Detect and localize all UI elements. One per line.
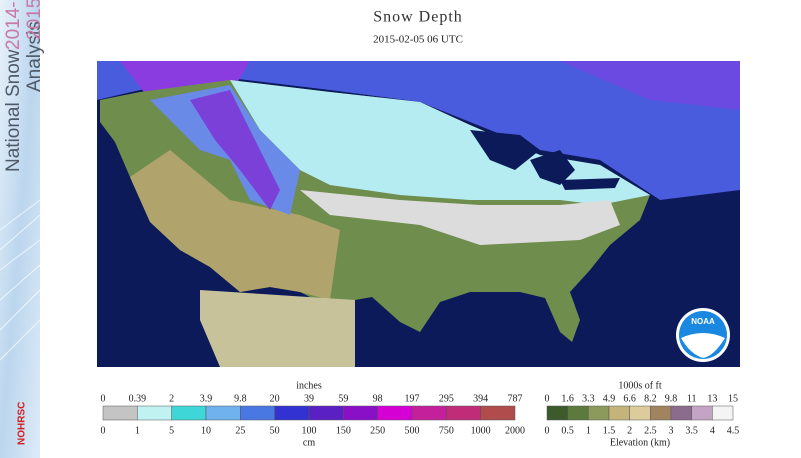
legend-label: 50	[270, 425, 280, 436]
legend-swatch	[377, 405, 413, 421]
legend-label: 0	[545, 425, 550, 436]
sidebar-year: 2015	[24, 0, 45, 40]
snow-cover-light	[300, 190, 620, 245]
legend-unit: Elevation (km)	[610, 437, 670, 448]
legend-label: 5	[169, 425, 174, 436]
legend-label: 1.5	[603, 425, 616, 436]
legend-label: 295	[439, 393, 454, 404]
legend-unit: cm	[303, 437, 315, 448]
legend-label: 3.3	[582, 393, 595, 404]
legend-label: 13	[707, 393, 717, 404]
legend-swatch	[670, 405, 692, 421]
legend-label: 750	[439, 425, 454, 436]
legend-label: 10	[201, 425, 211, 436]
legend-label: 98	[373, 393, 383, 404]
legend-label: 500	[405, 425, 420, 436]
sidebar-texture	[0, 199, 41, 361]
legend-label: 2	[169, 393, 174, 404]
legend-label: 394	[473, 393, 488, 404]
legend-label: 0	[545, 393, 550, 404]
sidebar-title: Analysis	[24, 21, 45, 92]
legend-swatch	[102, 405, 138, 421]
legend-label: 15	[728, 393, 738, 404]
legend-swatch	[137, 405, 172, 421]
badge: NOHRSC	[17, 402, 28, 445]
legend-label: 1.6	[561, 393, 574, 404]
legend-label: 1000	[471, 425, 491, 436]
legend-label: 0.39	[129, 393, 147, 404]
legend-label: 39	[304, 393, 314, 404]
legend-swatch	[205, 405, 241, 421]
legend-label: 6.6	[623, 393, 636, 404]
legend-label: 9.8	[665, 393, 678, 404]
snow-deep	[190, 90, 280, 210]
legend-label: 197	[405, 393, 420, 404]
timestamp: 2015-02-05 06 UTC	[373, 34, 463, 46]
legend-label: 9.8	[234, 393, 247, 404]
legend-swatch	[588, 405, 610, 421]
legend-swatch	[343, 405, 378, 421]
legend-unit: 1000s of ft	[618, 380, 662, 391]
legend-swatch	[691, 405, 713, 421]
legend-label: 3.5	[685, 425, 698, 436]
legend-label: 1	[586, 425, 591, 436]
title: Snow Depth	[373, 9, 463, 26]
lake	[560, 178, 620, 190]
legend-label: 3.9	[200, 393, 213, 404]
legend-label: 2.5	[644, 425, 657, 436]
legend-swatch	[629, 405, 651, 421]
legend-swatch	[480, 405, 516, 421]
legend-label: 3	[669, 425, 674, 436]
legend-label: 100	[302, 425, 317, 436]
legend-label: 59	[338, 393, 348, 404]
legend-label: 250	[370, 425, 385, 436]
sidebar-title: National Snow	[3, 49, 24, 172]
legend-label: 20	[270, 393, 280, 404]
lake	[470, 130, 540, 170]
legend-swatch	[546, 405, 568, 421]
legend-label: 4.9	[603, 393, 616, 404]
lake	[530, 150, 575, 185]
legend-label: 2	[627, 425, 632, 436]
legend-swatch	[608, 405, 630, 421]
map: NOAA	[97, 61, 740, 367]
legend-label: 11	[687, 393, 697, 404]
mexico	[200, 290, 355, 367]
legend-label: 8.2	[644, 393, 657, 404]
legend-label: 0.5	[561, 425, 574, 436]
canada	[97, 61, 740, 200]
legend-unit: inches	[296, 380, 322, 391]
legend-label: 0	[101, 425, 106, 436]
legend-label: 4.5	[727, 425, 740, 436]
legend-label: 0	[101, 393, 106, 404]
legend-label: 2000	[505, 425, 525, 436]
sidebar-year: 2014-	[3, 1, 24, 50]
legend-label: 787	[508, 393, 523, 404]
legend-label: 4	[710, 425, 715, 436]
canada-snow	[560, 61, 740, 110]
legend-swatch	[171, 405, 207, 421]
legend-swatch	[567, 405, 589, 421]
logo-text: NOAA	[691, 317, 715, 326]
legend-label: 25	[235, 425, 245, 436]
logo-gull	[681, 333, 725, 358]
legend-swatch	[446, 405, 481, 421]
legend-swatch	[274, 405, 310, 421]
legend-swatch	[712, 405, 734, 421]
highlands	[130, 150, 340, 300]
legend-swatch	[411, 405, 447, 421]
legend-swatch	[650, 405, 672, 421]
legend-label: 1	[135, 425, 140, 436]
sidebar	[0, 0, 40, 458]
legend-swatch	[240, 405, 275, 421]
legend-swatch	[308, 405, 344, 421]
legend-label: 150	[336, 425, 351, 436]
